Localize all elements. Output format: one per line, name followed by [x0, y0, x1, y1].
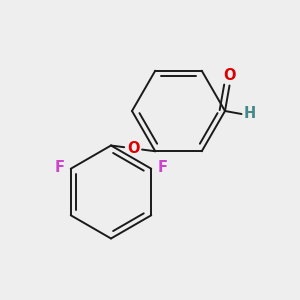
Text: O: O [127, 141, 140, 156]
Text: F: F [158, 160, 168, 175]
Text: F: F [54, 160, 64, 175]
Text: H: H [244, 106, 256, 122]
Text: O: O [223, 68, 236, 83]
